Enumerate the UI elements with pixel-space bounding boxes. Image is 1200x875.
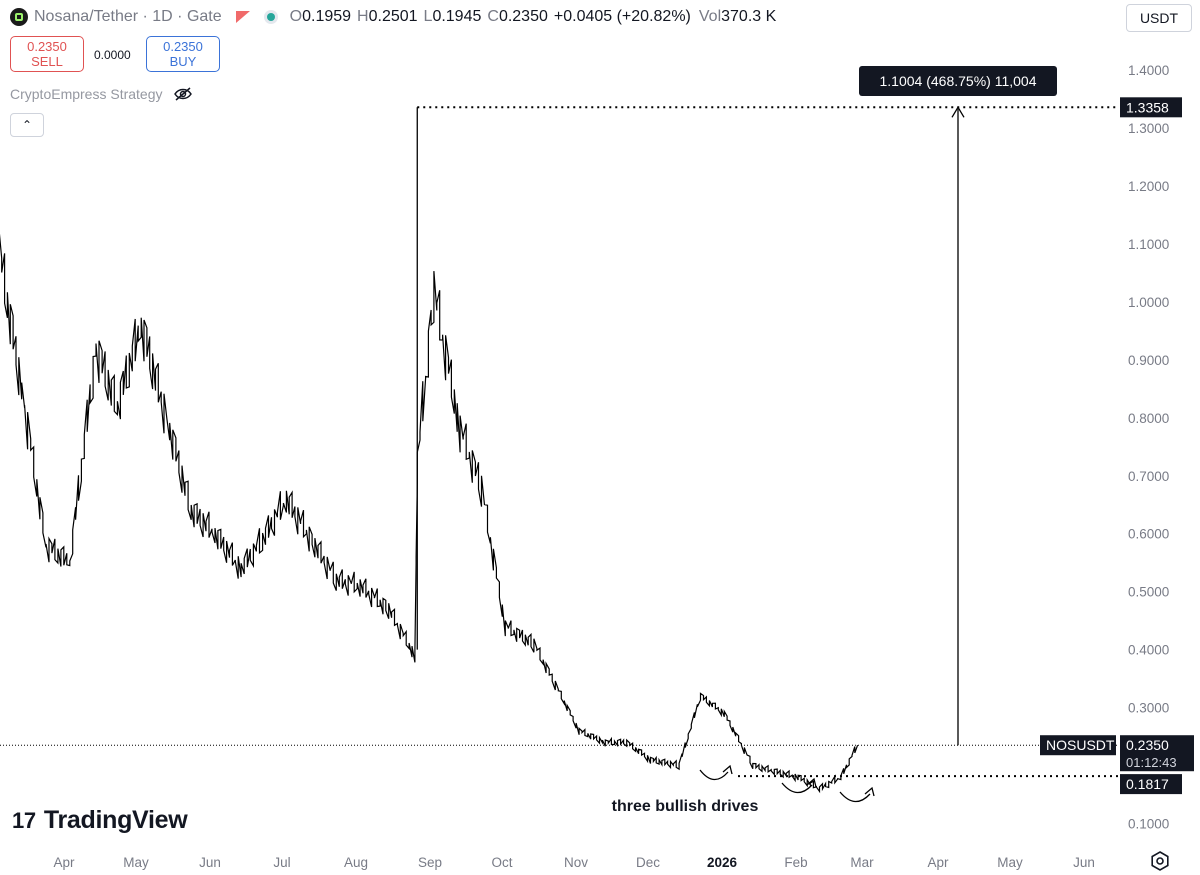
drive-arrow-head — [864, 786, 875, 797]
drive-arc — [839, 791, 871, 803]
close-label: C — [487, 8, 499, 25]
interval[interactable]: 1D — [152, 8, 173, 25]
drive-arrow-head — [806, 777, 817, 788]
high-label: H — [357, 8, 369, 25]
x-tick-label: May — [997, 855, 1023, 870]
measure-arrow-head — [951, 106, 965, 118]
drive-arrow-head — [722, 764, 733, 775]
x-tick-label: Mar — [850, 855, 874, 870]
x-tick-label: Feb — [784, 855, 807, 870]
y-tick-label: 0.8000 — [1128, 411, 1169, 426]
peak-price-tag-text: 1.3358 — [1126, 99, 1169, 115]
low-value: 0.1945 — [432, 8, 482, 25]
spread-value: 0.0000 — [94, 48, 131, 62]
market-status-icon — [263, 10, 278, 24]
symbol-tag: NOSUSDT — [1040, 735, 1116, 756]
change-value: +0.0405 (+20.82%) — [553, 8, 691, 25]
symbol-header: Nosana/Tether · 1D · Gate O 0.1959 H 0.250… — [10, 6, 776, 28]
x-tick-label: Jun — [199, 855, 221, 870]
open-label: O — [289, 8, 303, 25]
x-tick-label: Nov — [564, 855, 588, 870]
support-price-tag-text: 0.1817 — [1126, 776, 1169, 792]
y-tick-label: 0.5000 — [1128, 585, 1169, 600]
volume-label: Vol — [698, 8, 722, 25]
close-value: 0.2350 — [498, 8, 548, 25]
x-tick-label: Oct — [491, 855, 512, 870]
strategy-label: CryptoEmpress Strategy — [10, 86, 163, 102]
tradingview-mark-icon: 17 — [12, 807, 36, 833]
gear-icon[interactable] — [1150, 851, 1170, 871]
high-value: 0.2501 — [368, 8, 418, 25]
volume-value: 370.3 K — [721, 8, 777, 25]
measure-label: 1.1004 (468.75%) 11,004 — [880, 73, 1037, 89]
current-price-tag: 0.2350 01:12:43 — [1120, 735, 1194, 772]
currency-selector[interactable]: USDT — [1126, 4, 1192, 32]
sell-label: SELL — [31, 54, 63, 69]
exchange: Gate — [186, 8, 222, 25]
x-tick-label: Dec — [636, 855, 660, 870]
x-tick-label: Jun — [1073, 855, 1095, 870]
nosana-logo-icon — [10, 8, 28, 26]
y-tick-label: 1.2000 — [1128, 179, 1169, 194]
level-lines: 1.1004 (468.75%) 11,004 three bullish dri… — [0, 66, 1118, 815]
sell-price: 0.2350 — [27, 39, 67, 54]
x-tick-label: 2026 — [707, 855, 738, 870]
flag-icon[interactable] — [235, 11, 250, 23]
price-tags: 1.3358 NOSUSDT 0.2350 01:12:43 0.1817 — [1040, 97, 1194, 795]
y-tick-label: 0.1000 — [1128, 816, 1169, 831]
x-tick-label: Aug — [344, 855, 368, 870]
x-tick-label: Apr — [927, 855, 949, 870]
current-price-text: 0.2350 — [1126, 737, 1169, 753]
buy-price: 0.2350 — [163, 39, 203, 54]
y-tick-label: 1.0000 — [1128, 295, 1169, 310]
chevron-up-icon: ⌃ — [21, 118, 33, 132]
peak-price-tag: 1.3358 — [1120, 97, 1182, 118]
y-tick-label: 1.4000 — [1128, 63, 1169, 78]
x-tick-label: May — [123, 855, 149, 870]
drive-arc — [781, 782, 813, 794]
drive-arc — [699, 769, 729, 781]
y-tick-label: 0.6000 — [1128, 527, 1169, 542]
price-line — [0, 233, 859, 794]
pair-name[interactable]: Nosana/Tether — [34, 8, 139, 25]
countdown-text: 01:12:43 — [1126, 755, 1177, 770]
y-tick-label: 0.7000 — [1128, 469, 1169, 484]
y-tick-label: 1.3000 — [1128, 121, 1169, 136]
eye-off-icon[interactable] — [173, 86, 193, 102]
y-tick-label: 1.1000 — [1128, 237, 1169, 252]
sell-button[interactable]: 0.2350 SELL — [10, 36, 84, 72]
symbol-tag-text: NOSUSDT — [1046, 737, 1115, 753]
y-tick-label: 0.4000 — [1128, 643, 1169, 658]
strategy-legend[interactable]: CryptoEmpress Strategy — [10, 86, 193, 102]
price-series — [0, 107, 859, 794]
x-tick-label: Jul — [273, 855, 290, 870]
annotation-text: three bullish drives — [612, 798, 759, 815]
buy-label: BUY — [169, 54, 197, 69]
x-tick-label: Sep — [418, 855, 442, 870]
y-tick-label: 0.9000 — [1128, 353, 1169, 368]
y-tick-label: 0.3000 — [1128, 701, 1169, 716]
tradingview-logo: 17 TradingView — [12, 806, 188, 835]
brand-name: TradingView — [43, 806, 188, 834]
buy-button[interactable]: 0.2350 BUY — [146, 36, 220, 72]
collapse-legend-button[interactable]: ⌃ — [10, 113, 44, 137]
open-value: 0.1959 — [302, 8, 352, 25]
x-tick-label: Apr — [53, 855, 75, 870]
low-label: L — [423, 8, 433, 25]
price-axis: 1.4000 1.3000 1.2000 1.1000 1.0000 0.9000 0.80… — [1128, 63, 1169, 831]
measure-tooltip: 1.1004 (468.75%) 11,004 — [859, 66, 1057, 96]
support-price-tag: 0.1817 — [1120, 774, 1182, 795]
time-axis: Apr May Jun Jul Aug Sep Oct Nov Dec 2026 Feb Mar Apr… — [53, 855, 1094, 870]
